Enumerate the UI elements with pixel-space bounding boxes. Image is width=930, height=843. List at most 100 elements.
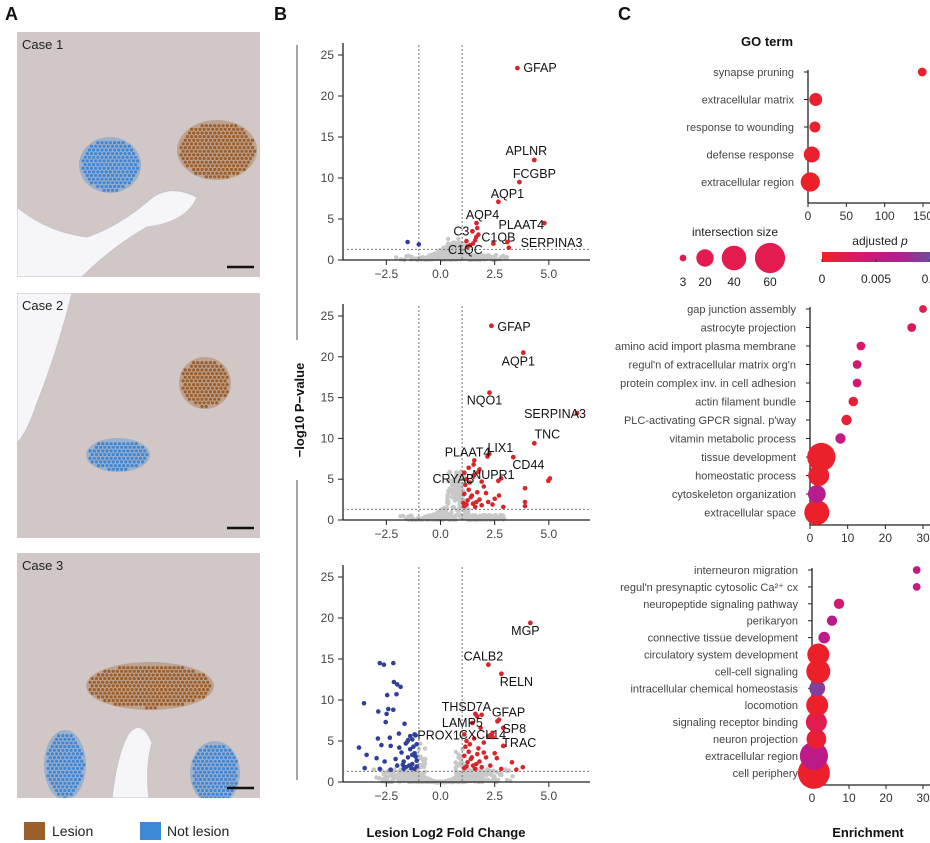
spot — [198, 756, 202, 760]
spot — [52, 741, 57, 745]
spot — [141, 677, 145, 681]
gene-label: TNC — [534, 427, 560, 441]
spot — [73, 785, 77, 789]
spot — [204, 160, 208, 164]
spot — [145, 698, 149, 703]
go-term-label: connective tissue development — [648, 633, 798, 645]
spot — [108, 155, 112, 159]
spot — [57, 734, 61, 738]
spot — [120, 677, 124, 681]
spot — [221, 788, 226, 793]
spot — [198, 748, 202, 752]
spot — [189, 393, 194, 398]
de-gene-point — [522, 503, 528, 509]
spot — [120, 691, 124, 695]
spot — [191, 677, 195, 681]
spot — [103, 445, 107, 449]
spot — [224, 763, 228, 767]
spot — [102, 188, 106, 192]
spot — [200, 167, 204, 172]
spot — [96, 177, 100, 181]
spot — [157, 684, 161, 688]
spot — [87, 170, 91, 174]
de-gene-point — [492, 496, 498, 502]
spot — [183, 691, 187, 695]
spot — [130, 702, 134, 706]
spot — [174, 698, 178, 703]
spot — [217, 146, 221, 150]
spot — [200, 397, 204, 401]
spot — [69, 785, 73, 789]
spot — [105, 464, 109, 468]
spot — [217, 124, 221, 128]
spot — [75, 774, 80, 778]
spot — [50, 745, 54, 749]
spot — [227, 149, 231, 153]
ns-gene-point — [447, 469, 453, 474]
x-tick-label: −2.5 — [374, 267, 398, 281]
spot — [59, 774, 63, 778]
tissue-image-case-1: Case 1 — [16, 32, 260, 278]
spot — [219, 135, 223, 139]
spot — [65, 741, 69, 745]
spot — [204, 691, 208, 695]
go-term-label: extracellular region — [705, 751, 798, 763]
ns-gene-point — [430, 254, 435, 259]
spot — [242, 153, 246, 157]
spot — [187, 698, 191, 703]
spot — [166, 698, 170, 703]
spot — [197, 680, 201, 684]
spot — [94, 691, 98, 695]
spot — [143, 695, 147, 699]
spot — [211, 127, 215, 131]
ns-gene-point — [440, 250, 445, 256]
spot — [103, 460, 107, 464]
spot — [109, 695, 113, 699]
spot — [143, 449, 147, 453]
spot — [213, 124, 217, 128]
spot — [109, 456, 113, 460]
spot — [196, 138, 200, 142]
spot — [187, 383, 191, 387]
spot — [250, 146, 255, 150]
spot — [227, 171, 231, 175]
spot — [200, 146, 204, 150]
spot — [128, 453, 132, 457]
spot — [185, 164, 189, 168]
spot — [88, 456, 92, 460]
ns-gene-point — [401, 513, 406, 519]
spot — [217, 774, 221, 778]
spot — [48, 777, 52, 782]
ns-gene-point — [452, 252, 457, 257]
cluster-halo — [44, 730, 86, 800]
spot — [46, 774, 50, 778]
spot — [54, 781, 59, 785]
spot — [90, 453, 94, 457]
spot — [192, 160, 196, 164]
spot — [109, 680, 113, 684]
spot — [113, 456, 117, 460]
spot — [225, 138, 229, 142]
spot — [226, 788, 230, 793]
spot — [204, 361, 208, 365]
spot — [134, 688, 138, 692]
spot — [126, 673, 130, 677]
spot — [129, 155, 133, 159]
spot — [206, 386, 210, 390]
spot — [178, 677, 182, 681]
spot — [113, 680, 117, 684]
go-term-dot — [804, 500, 830, 525]
spot — [168, 666, 172, 670]
spot — [50, 766, 54, 771]
spot — [153, 698, 157, 703]
spot — [134, 442, 138, 446]
spot — [223, 171, 227, 175]
x-tick-label: 30 — [916, 531, 930, 545]
spot — [85, 166, 89, 170]
spot — [238, 131, 242, 135]
de-gene-point — [479, 479, 485, 484]
spot — [232, 756, 236, 760]
spot — [149, 691, 153, 695]
spot — [131, 159, 136, 163]
spot — [198, 792, 202, 796]
